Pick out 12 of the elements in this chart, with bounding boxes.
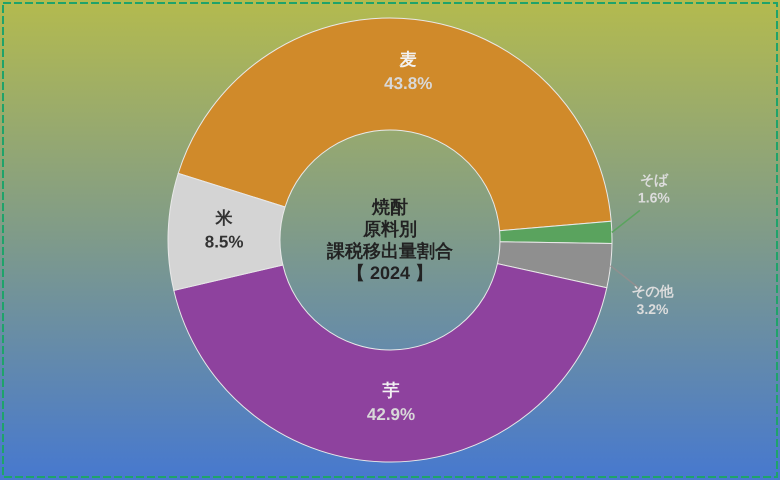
slice-label: そば [640,171,669,188]
slice-label: その他 [632,282,674,299]
text: 【 2024 】 [346,263,434,283]
data-label: 42.9% [366,404,416,424]
slice-label: 麦 [398,50,417,70]
data-label: 1.6% [638,189,670,206]
slice-label: 米 [214,208,234,228]
data-label: 3.2% [636,300,669,317]
data-label: 43.8% [384,74,432,94]
slice-label: 芋 [382,380,400,400]
data-label: 8.5% [204,232,244,252]
text: 焼酎原料別課税移出量割合 [326,197,453,261]
